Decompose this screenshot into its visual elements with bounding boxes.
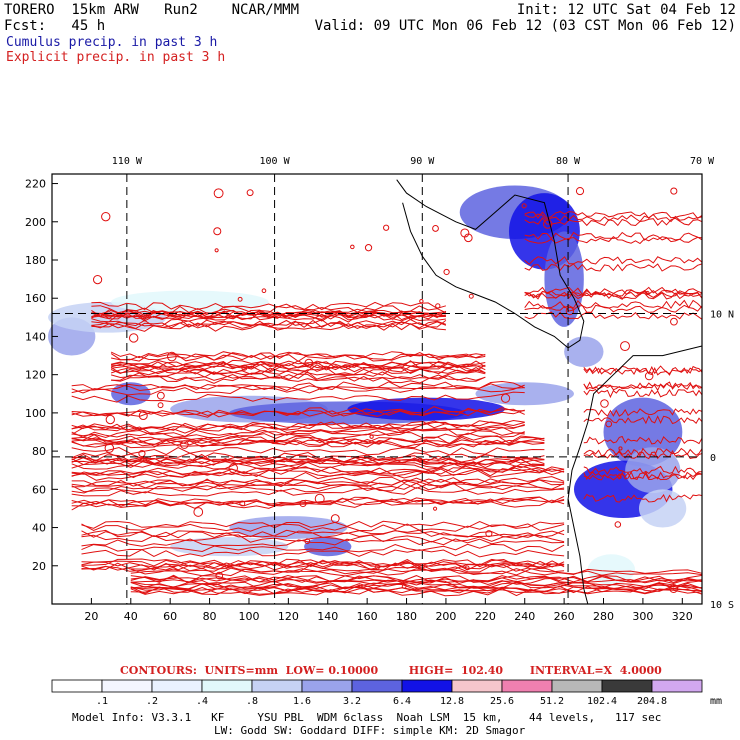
legend-swatch <box>501 679 553 693</box>
lon-label: 110 W <box>112 156 143 167</box>
model-info-line2: LW: Godd SW: Goddard DIFF: simple KM: 2D… <box>214 724 526 737</box>
legend-swatch <box>251 679 303 693</box>
legend-unit: mm <box>710 696 722 707</box>
plot-frame <box>51 173 703 605</box>
legend-swatch <box>51 679 103 693</box>
header-title: TORERO 15km ARW Run2 NCAR/MMM <box>4 2 300 18</box>
x-tick-label: 320 <box>672 610 693 623</box>
legend-label: 204.8 <box>637 696 667 707</box>
field-explicit-label: Explicit precip. in past 3 h <box>6 50 226 65</box>
color-legend: .1 .2 .4 .8 1.6 3.2 6.4 12.8 25.6 51.2 102.4 204.8 m… <box>51 679 722 707</box>
lon-label: 90 W <box>410 156 435 167</box>
legend-swatch <box>551 679 603 693</box>
y-tick-label: 200 <box>25 216 46 229</box>
x-tick-label: 120 <box>278 610 299 623</box>
y-tick-label: 180 <box>25 254 46 267</box>
valid-time: Valid: 09 UTC Mon 06 Feb 12 (03 CST Mon … <box>314 18 736 34</box>
x-tick-label: 140 <box>317 610 338 623</box>
contour-info: CONTOURS: UNITS=mm LOW= 0.10000 HIGH= 10… <box>120 664 662 677</box>
legend-swatch <box>301 679 353 693</box>
x-tick-label: 180 <box>396 610 417 623</box>
legend-label: 102.4 <box>587 696 617 707</box>
y-tick-label: 60 <box>32 483 46 496</box>
legend-label: 25.6 <box>490 696 514 707</box>
x-tick-label: 60 <box>163 610 177 623</box>
legend-label: .2 <box>146 696 158 707</box>
lat-lon-grid <box>52 174 702 604</box>
x-tick-label: 240 <box>514 610 535 623</box>
legend-label: 6.4 <box>393 696 411 707</box>
legend-label: 1.6 <box>293 696 311 707</box>
x-tick-label: 300 <box>632 610 653 623</box>
legend-label: .8 <box>246 696 258 707</box>
field-cumulus-label: Cumulus precip. in past 3 h <box>6 35 218 50</box>
legend-label: 12.8 <box>440 696 464 707</box>
lat-label: 10 S <box>710 600 734 611</box>
init-time: Init: 12 UTC Sat 04 Feb 12 <box>516 2 736 18</box>
x-tick-label: 20 <box>84 610 98 623</box>
y-tick-label: 220 <box>25 178 46 191</box>
coastlines <box>396 179 703 605</box>
legend-swatch <box>451 679 503 693</box>
lon-label: 70 W <box>690 156 715 167</box>
x-tick-label: 220 <box>475 610 496 623</box>
legend-swatch <box>351 679 403 693</box>
legend-swatch <box>151 679 203 693</box>
x-tick-label: 80 <box>203 610 217 623</box>
legend-label: .1 <box>96 696 108 707</box>
lat-label: 0 <box>710 453 716 464</box>
lon-label: 100 W <box>260 156 291 167</box>
y-tick-label: 140 <box>25 330 46 343</box>
legend-swatch <box>601 679 653 693</box>
x-tick-label: 160 <box>357 610 378 623</box>
explicit-precip-contours <box>71 187 703 597</box>
legend-swatch <box>651 679 703 693</box>
legend-swatch <box>201 679 253 693</box>
x-tick-label: 280 <box>593 610 614 623</box>
legend-label: .4 <box>196 696 208 707</box>
x-tick-label: 260 <box>554 610 575 623</box>
x-tick-label: 40 <box>124 610 138 623</box>
lat-label: 10 N <box>710 310 734 321</box>
lon-label: 80 W <box>556 156 581 167</box>
y-tick-label: 80 <box>32 445 46 458</box>
precipitation-map: 20 40 60 80 100 120 140 160 180 200 220 240 260 280 30… <box>25 156 734 623</box>
x-tick-label: 100 <box>238 610 259 623</box>
x-tick-label: 200 <box>435 610 456 623</box>
y-tick-label: 100 <box>25 407 46 420</box>
legend-label: 51.2 <box>540 696 564 707</box>
y-tick-label: 160 <box>25 292 46 305</box>
y-tick-label: 120 <box>25 369 46 382</box>
forecast-hour: Fcst: 45 h <box>4 18 106 34</box>
legend-swatch <box>401 679 453 693</box>
legend-swatch <box>101 679 153 693</box>
y-tick-label: 20 <box>32 560 46 573</box>
y-tick-label: 40 <box>32 522 46 535</box>
legend-label: 3.2 <box>343 696 361 707</box>
model-info-line1: Model Info: V3.3.1 KF YSU PBL WDM 6class… <box>72 711 662 724</box>
